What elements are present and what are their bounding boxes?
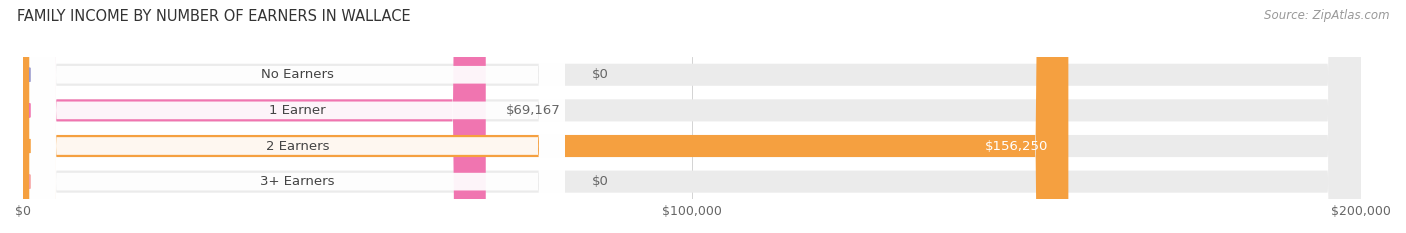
Text: $156,250: $156,250 [986, 140, 1049, 153]
Text: No Earners: No Earners [262, 68, 333, 81]
FancyBboxPatch shape [30, 0, 565, 233]
Text: $0: $0 [592, 68, 609, 81]
FancyBboxPatch shape [22, 0, 1361, 233]
Text: 3+ Earners: 3+ Earners [260, 175, 335, 188]
Text: Source: ZipAtlas.com: Source: ZipAtlas.com [1264, 9, 1389, 22]
FancyBboxPatch shape [30, 0, 565, 233]
Text: $0: $0 [592, 175, 609, 188]
FancyBboxPatch shape [30, 0, 565, 233]
Text: 2 Earners: 2 Earners [266, 140, 329, 153]
Text: $69,167: $69,167 [506, 104, 561, 117]
FancyBboxPatch shape [22, 0, 1069, 233]
FancyBboxPatch shape [22, 0, 1361, 233]
FancyBboxPatch shape [22, 0, 1361, 233]
FancyBboxPatch shape [22, 0, 1361, 233]
Text: 1 Earner: 1 Earner [269, 104, 326, 117]
FancyBboxPatch shape [30, 0, 565, 233]
Text: FAMILY INCOME BY NUMBER OF EARNERS IN WALLACE: FAMILY INCOME BY NUMBER OF EARNERS IN WA… [17, 9, 411, 24]
FancyBboxPatch shape [22, 0, 485, 233]
